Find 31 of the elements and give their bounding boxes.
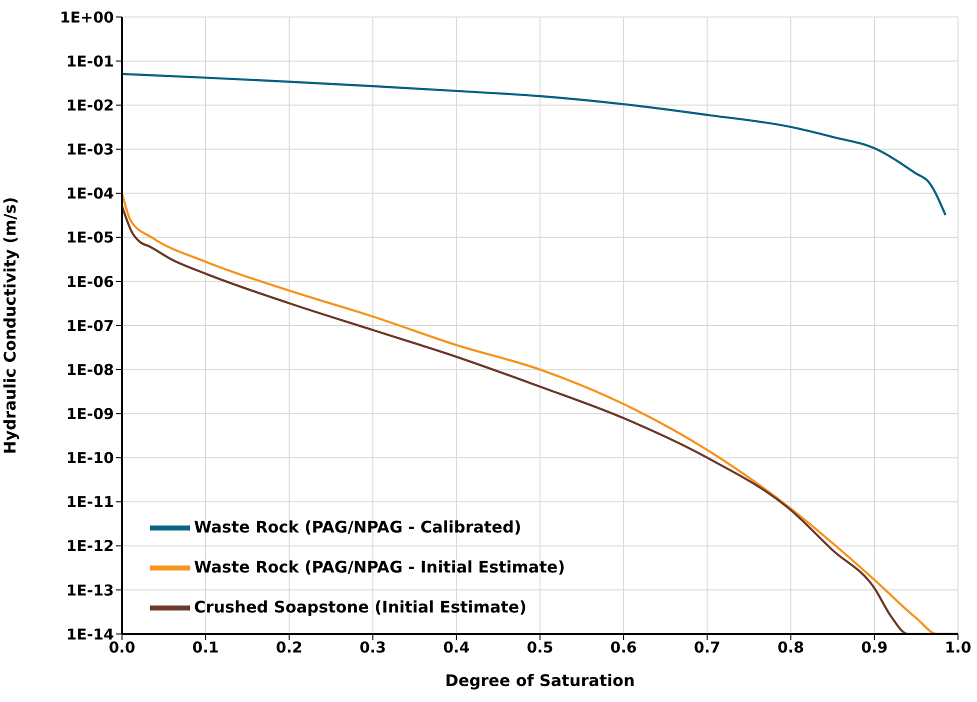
y-tick-label: 1E-11 [66, 493, 114, 512]
y-tick-label: 1E-04 [66, 184, 114, 203]
x-tick-label: 0.0 [108, 638, 136, 657]
x-tick-label: 0.3 [360, 638, 386, 657]
y-tick-label: 1E-07 [66, 316, 114, 335]
x-tick-label: 0.9 [861, 638, 888, 657]
x-tick-label: 0.4 [443, 638, 470, 657]
legend-label: Waste Rock (PAG/NPAG - Initial Estimate) [194, 557, 566, 576]
y-tick-label: 1E-08 [66, 360, 114, 379]
x-axis-title: Degree of Saturation [445, 671, 635, 690]
y-tick-label: 1E-13 [66, 581, 114, 600]
legend-label: Waste Rock (PAG/NPAG - Calibrated) [194, 517, 522, 536]
y-tick-label: 1E-06 [66, 272, 114, 291]
x-tick-label: 1.0 [944, 638, 972, 657]
x-tick-label: 0.7 [694, 638, 720, 657]
x-tick-label: 0.1 [192, 638, 219, 657]
y-axis-title: Hydraulic Conductivity (m/s) [0, 196, 20, 454]
y-tick-label: 1E-03 [66, 140, 114, 159]
y-tick-label: 1E+00 [60, 8, 114, 26]
y-tick-label: 1E-05 [66, 228, 114, 247]
y-tick-label: 1E-10 [66, 449, 114, 468]
x-tick-label: 0.8 [778, 638, 804, 657]
x-tick-label: 0.6 [610, 638, 637, 657]
y-tick-label: 1E-12 [66, 537, 114, 556]
y-tick-label: 1E-02 [66, 96, 114, 114]
legend-label: Crushed Soapstone (Initial Estimate) [194, 597, 527, 616]
x-tick-label: 0.5 [526, 638, 554, 657]
y-tick-label: 1E-01 [66, 52, 114, 70]
line-series [122, 72, 947, 216]
x-tick-label: 0.2 [276, 638, 302, 657]
y-tick-label: 1E-09 [66, 404, 114, 423]
